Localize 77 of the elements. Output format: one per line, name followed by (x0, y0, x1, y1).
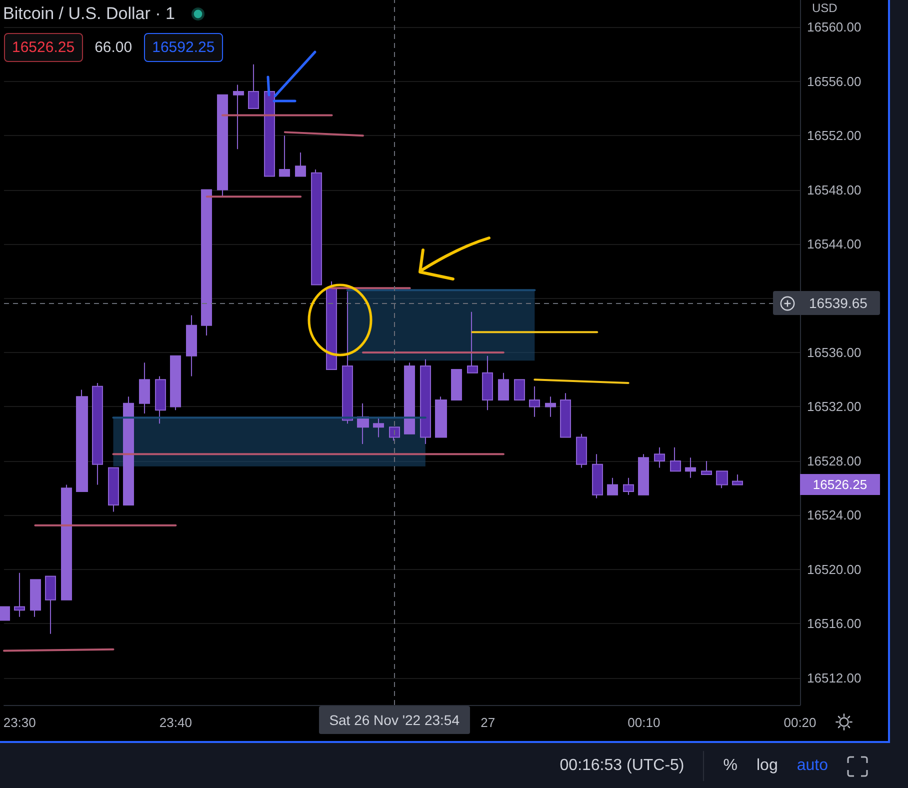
candlestick (638, 454, 649, 496)
y-tick-label: 16556.00 (807, 74, 862, 89)
y-tick-label: 16528.00 (807, 453, 862, 468)
candlestick (108, 467, 119, 512)
x-tick-label: 27 (480, 715, 496, 730)
crosshair-label: Sat 26 Nov '22 23:54 (319, 706, 470, 734)
candlestick (716, 470, 728, 489)
candlestick (701, 460, 712, 476)
candlestick (217, 94, 228, 198)
candlestick (435, 396, 447, 438)
candlestick (92, 382, 103, 486)
candlestick (170, 355, 181, 411)
candlestick (186, 314, 197, 377)
candlestick (482, 355, 493, 411)
ref-line-label: 16539.65 (809, 295, 868, 311)
candlestick (76, 389, 88, 492)
candlestick (155, 376, 166, 424)
candlestick (0, 606, 10, 621)
text: 00:16:53 (UTC-5) (560, 757, 684, 775)
text: 16526.25 (800, 474, 880, 496)
candlestick (685, 457, 696, 478)
annotation: 16526.25 (4, 33, 83, 62)
candlestick (123, 396, 134, 506)
candlestick (623, 477, 634, 496)
y-tick-label: 16532.00 (807, 399, 862, 414)
y-tick-label: 16544.00 (807, 236, 862, 252)
candlestick (14, 572, 25, 618)
candlestick (342, 290, 353, 424)
y-tick-label: 16548.00 (807, 182, 862, 198)
candlestick (732, 474, 743, 486)
y-tick-label: 16524.00 (807, 508, 862, 523)
candlestick (420, 358, 431, 445)
candlestick (514, 379, 525, 400)
text: % (723, 757, 738, 775)
candlestick (264, 91, 275, 177)
candlestick (498, 372, 509, 400)
candlestick (248, 64, 259, 109)
candlestick (404, 362, 415, 434)
y-tick-label: 16512.00 (807, 670, 862, 686)
candlestick (311, 168, 322, 286)
annotation: 66.00 (94, 38, 132, 58)
candlestick (30, 579, 41, 618)
candlestick (592, 454, 603, 499)
chart-title: Bitcoin / U.S. Dollar · 1 (3, 4, 175, 24)
x-tick-label: 00:10 (628, 715, 660, 730)
candlestick (389, 426, 400, 442)
candlestick (654, 446, 665, 468)
y-tick-label: 16560.00 (807, 20, 862, 35)
candlestick (545, 396, 556, 418)
x-tick-label: 23:40 (159, 715, 192, 730)
candlestick (467, 311, 478, 374)
y-tick-label: 16536.00 (807, 345, 862, 360)
annotation: 16592.25 (144, 33, 223, 62)
crosshair-label: 16539.65 (773, 291, 880, 315)
candlestick (576, 433, 587, 468)
candlestick (295, 152, 306, 177)
y-tick-label: 16516.00 (807, 616, 862, 632)
candlestick (326, 280, 337, 370)
candlestick (670, 446, 681, 472)
y-tick-label: 16520.00 (807, 562, 862, 577)
candlestick (45, 576, 56, 634)
candlestick (373, 416, 384, 438)
candlestick (201, 189, 212, 336)
x-tick-label: 23:30 (3, 715, 36, 730)
candlestick (139, 362, 150, 414)
y-axis-title: USD (812, 1, 838, 15)
candlestick (61, 484, 72, 600)
candlestick (451, 368, 462, 400)
text: auto (796, 757, 828, 775)
candlestick (607, 477, 618, 496)
candlestick (279, 135, 290, 177)
candlestick (560, 392, 571, 438)
x-tick-label: 00:20 (784, 715, 816, 730)
candlestick (529, 386, 540, 418)
y-tick-label: 16552.00 (807, 128, 862, 144)
candlestick (233, 84, 244, 150)
text: log (756, 757, 778, 775)
